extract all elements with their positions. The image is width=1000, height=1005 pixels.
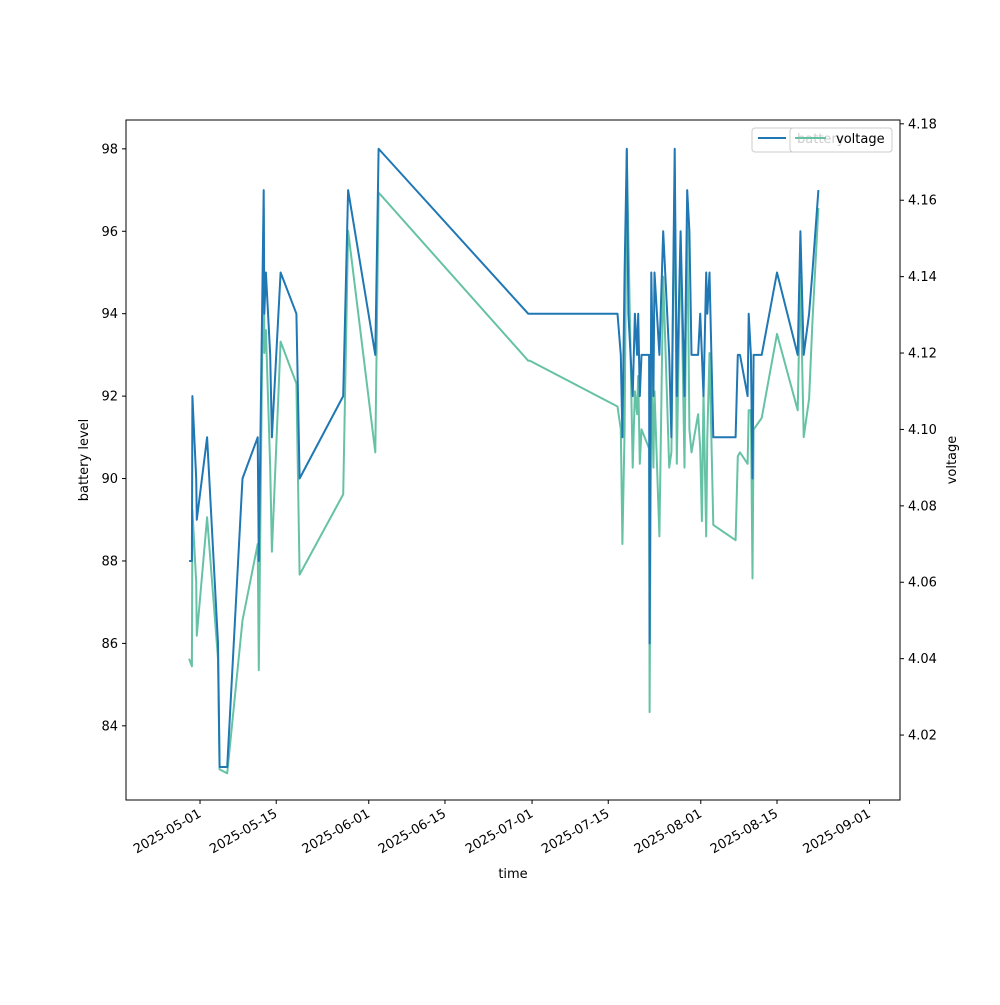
- left-tick-label: 98: [101, 142, 118, 157]
- right-tick-label: 4.14: [908, 270, 937, 285]
- x-tick-label: 2025-07-15: [539, 806, 612, 857]
- left-axis-label: battery level: [77, 419, 92, 502]
- left-tick-label: 88: [101, 554, 118, 569]
- left-tick-label: 92: [101, 390, 118, 405]
- right-tick-label: 4.08: [908, 499, 937, 514]
- series-layer: [188, 147, 820, 775]
- series-line-battery: [189, 147, 820, 768]
- left-tick-label: 94: [101, 307, 118, 322]
- left-tick-label: 86: [101, 637, 118, 652]
- left-y-axis: 84 86 88 90 92 94 96 98: [101, 142, 126, 734]
- right-tick-label: 4.16: [908, 194, 937, 209]
- x-axis-label: time: [498, 867, 527, 882]
- legend-voltage: voltage: [789, 127, 893, 153]
- x-tick-label: 2025-09-01: [801, 806, 874, 857]
- x-axis: 2025-05-01 2025-05-15 2025-06-01 2025-06-15…: [131, 800, 874, 857]
- right-tick-label: 4.04: [908, 652, 937, 667]
- plot-frame: [125, 119, 901, 801]
- legend-voltage-box: [789, 127, 893, 153]
- right-y-axis: 4.02 4.04 4.06 4.08 4.10 4.12 4.14 4.16 4.18: [900, 117, 937, 744]
- legend-voltage-label: voltage: [836, 132, 885, 147]
- left-tick-label: 96: [101, 225, 118, 240]
- left-tick-label: 90: [101, 472, 118, 487]
- x-tick-label: 2025-08-15: [708, 806, 781, 857]
- right-tick-label: 4.18: [908, 117, 937, 132]
- right-tick-label: 4.12: [908, 347, 937, 362]
- x-tick-label: 2025-06-15: [376, 806, 449, 857]
- x-tick-label: 2025-05-15: [207, 806, 280, 857]
- left-tick-label: 84: [101, 719, 118, 734]
- right-tick-label: 4.10: [908, 423, 937, 438]
- x-tick-label: 2025-08-01: [632, 806, 705, 857]
- series-line-voltage: [188, 149, 820, 775]
- x-tick-label: 2025-06-01: [300, 806, 373, 857]
- x-tick-label: 2025-07-01: [463, 806, 536, 857]
- right-tick-label: 4.02: [908, 729, 937, 744]
- right-tick-label: 4.06: [908, 576, 937, 591]
- x-tick-label: 2025-05-01: [131, 806, 204, 857]
- right-axis-label: voltage: [945, 436, 960, 485]
